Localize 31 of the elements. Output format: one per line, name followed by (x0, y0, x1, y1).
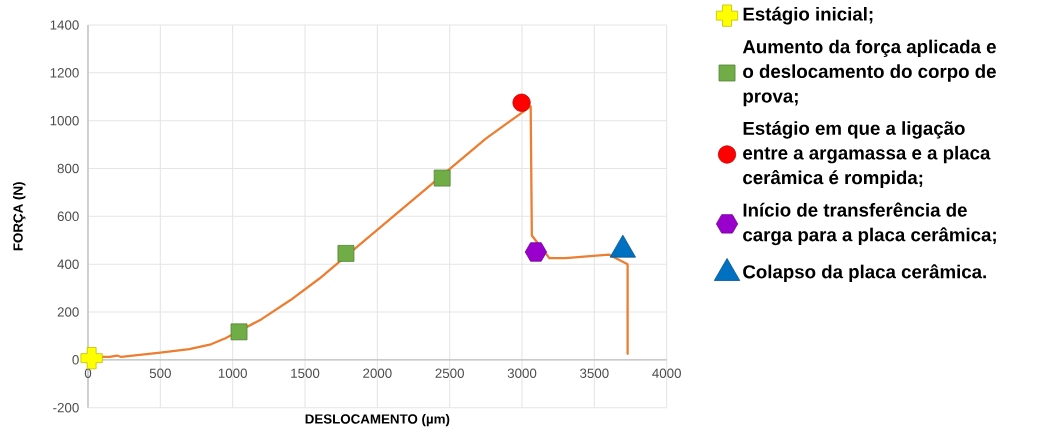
x-tick-label: 2000 (363, 368, 392, 378)
x-tick-label: 2500 (435, 368, 464, 378)
point (337, 245, 355, 262)
x-tick-label: 500 (149, 368, 171, 378)
point (230, 323, 248, 341)
y-tick-label: 1000 (50, 115, 79, 126)
x-tick-label: 0 (84, 368, 92, 378)
x-axis-title: DESLOCAMENTO (µm) (305, 413, 450, 427)
y-tick-label: 1400 (50, 20, 79, 30)
y-tick-label: 1200 (50, 68, 79, 78)
point (433, 169, 451, 187)
point (80, 347, 103, 370)
y-tick-label: 800 (57, 163, 79, 174)
y-tick-label: -200 (53, 402, 79, 413)
point (524, 242, 547, 262)
x-tick-label: 3000 (507, 368, 537, 378)
y-tick-label: 200 (57, 307, 79, 317)
legend-label: Aumento da força aplicada e o deslocamento do corpo de prova; (742, 39, 996, 107)
x-tick-label: 1000 (218, 368, 247, 378)
y-tick-label: 400 (57, 259, 79, 269)
x-tick-label: 3500 (580, 368, 609, 378)
y-axis-title: FORÇA (N) (13, 182, 26, 251)
legend-label: Estágio em que a ligação entre a argamassa e a placa cerâmica é rompida; (743, 121, 991, 188)
legend-label: Colapso da placa cerâmica. (743, 264, 986, 283)
x-tick-label: 4000 (652, 368, 681, 378)
legend-label: Início de transferência de carga para a placa cerâmica; (743, 202, 996, 246)
x-tick-label: 1500 (291, 368, 320, 378)
legend-label: Estágio inicial; (743, 6, 873, 25)
point (512, 93, 531, 112)
y-tick-label: 0 (72, 355, 79, 365)
y-tick-label: 600 (57, 211, 79, 222)
